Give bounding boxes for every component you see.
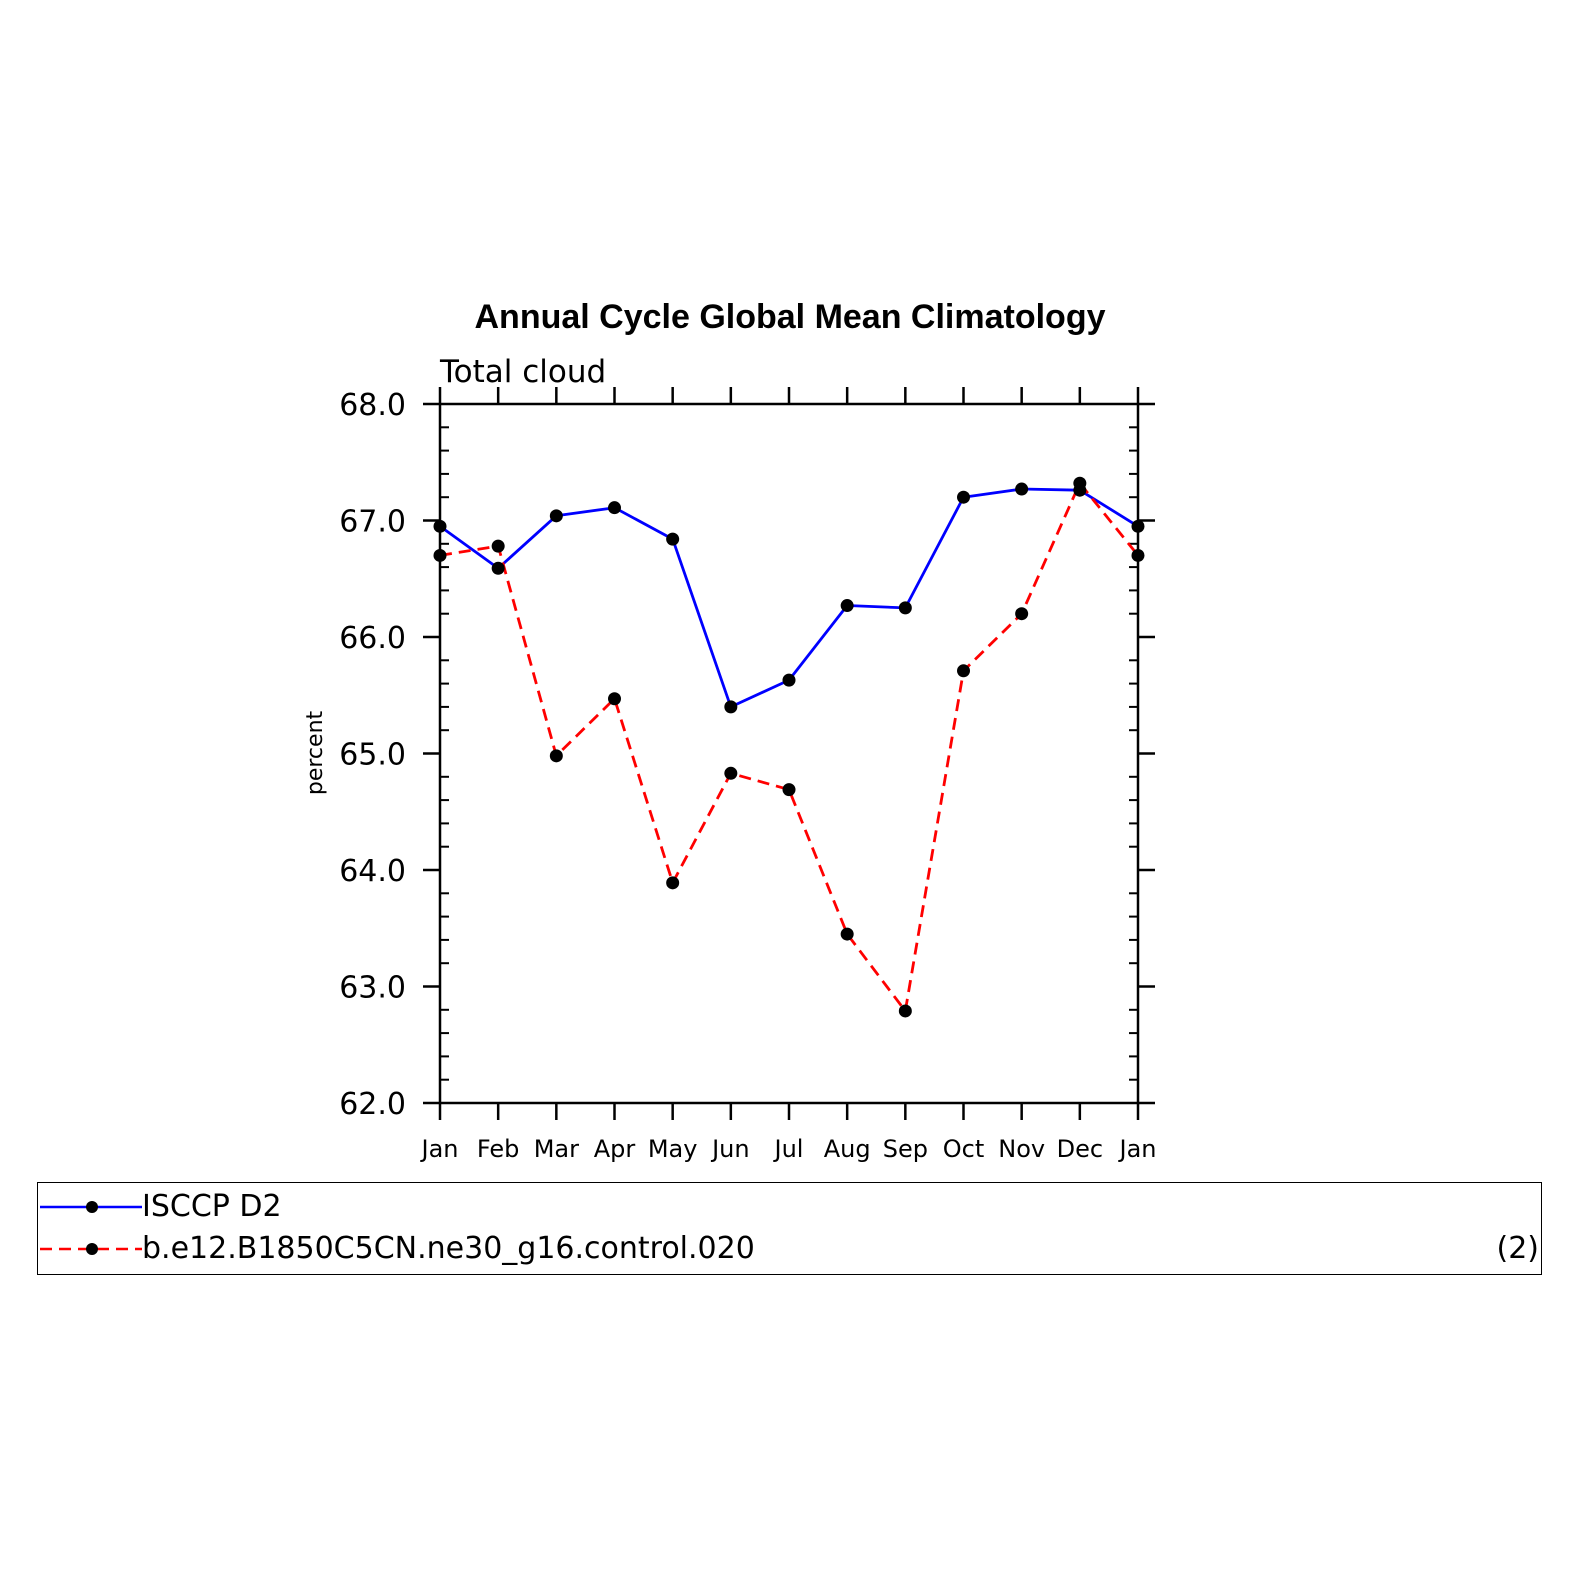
x-tick-label: Apr — [594, 1135, 636, 1163]
y-tick-label: 68.0 — [339, 388, 406, 423]
x-tick-label: Dec — [1057, 1135, 1103, 1163]
legend-swatch-dashed — [40, 1243, 142, 1255]
x-tick-label: Oct — [943, 1135, 985, 1163]
data-point-0 — [1015, 482, 1029, 496]
data-point-0 — [549, 509, 563, 523]
data-point-0 — [840, 599, 854, 613]
x-tick-label: Jan — [1118, 1135, 1157, 1163]
data-point-1 — [491, 539, 505, 553]
chart-subtitle: Total cloud — [439, 354, 606, 390]
data-point-0 — [724, 700, 738, 714]
data-point-1 — [666, 876, 680, 890]
y-tick-label: 63.0 — [339, 971, 406, 1006]
data-point-0 — [1131, 519, 1145, 533]
data-point-0 — [957, 490, 970, 504]
data-point-1 — [898, 1004, 912, 1018]
legend-item-model: b.e12.B1850C5CN.ne30_g16.control.020 (2) — [38, 1229, 1541, 1269]
x-tick-label: Feb — [477, 1135, 520, 1163]
chart-title: Annual Cycle Global Mean Climatology — [475, 298, 1106, 336]
x-tick-label: Jan — [420, 1135, 459, 1163]
data-point-1 — [1131, 548, 1145, 562]
legend-count: (2) — [1496, 1231, 1540, 1266]
data-point-1 — [957, 664, 970, 678]
x-tick-label: Sep — [883, 1135, 928, 1163]
legend-label-isccp: ISCCP D2 — [142, 1189, 282, 1224]
data-point-1 — [1015, 607, 1029, 621]
data-point-0 — [782, 673, 796, 687]
data-point-0 — [898, 601, 912, 615]
y-tick-label: 62.0 — [339, 1087, 406, 1122]
legend-label-model: b.e12.B1850C5CN.ne30_g16.control.020 — [142, 1231, 755, 1266]
series-group — [433, 476, 1145, 1018]
y-tick-label: 66.0 — [339, 621, 406, 656]
data-point-1 — [840, 927, 854, 941]
data-point-1 — [608, 692, 621, 706]
legend-swatch-solid — [40, 1201, 142, 1213]
data-point-1 — [724, 766, 738, 780]
x-tick-label: Mar — [534, 1135, 579, 1163]
plot-frame — [438, 402, 1140, 1105]
x-tick-label: May — [648, 1135, 698, 1163]
series-line-1 — [439, 481, 1140, 1013]
y-axis-label: percent — [303, 710, 328, 795]
y-tick-label: 67.0 — [339, 505, 406, 540]
data-point-1 — [1073, 476, 1087, 490]
legend: ISCCP D2 b.e12.B1850C5CN.ne30_g16.contro… — [37, 1182, 1542, 1275]
data-point-1 — [782, 783, 796, 797]
x-tick-label: Nov — [998, 1135, 1045, 1163]
axes: Jan Feb Mar Apr May Jun Jul Aug Sep Oct Nov Dec Jan 6… — [339, 387, 1157, 1163]
x-tick-label: Aug — [824, 1135, 871, 1163]
y-tick-label: 65.0 — [339, 738, 406, 773]
legend-item-isccp: ISCCP D2 — [38, 1187, 1541, 1227]
data-point-0 — [666, 532, 680, 546]
data-point-1 — [433, 548, 447, 562]
data-point-0 — [433, 519, 447, 533]
y-tick-label: 64.0 — [339, 854, 406, 889]
x-tick-label: Jul — [773, 1135, 804, 1163]
data-point-1 — [549, 749, 563, 763]
data-point-0 — [608, 501, 621, 515]
data-point-0 — [491, 561, 505, 575]
x-tick-label: Jun — [710, 1135, 750, 1163]
